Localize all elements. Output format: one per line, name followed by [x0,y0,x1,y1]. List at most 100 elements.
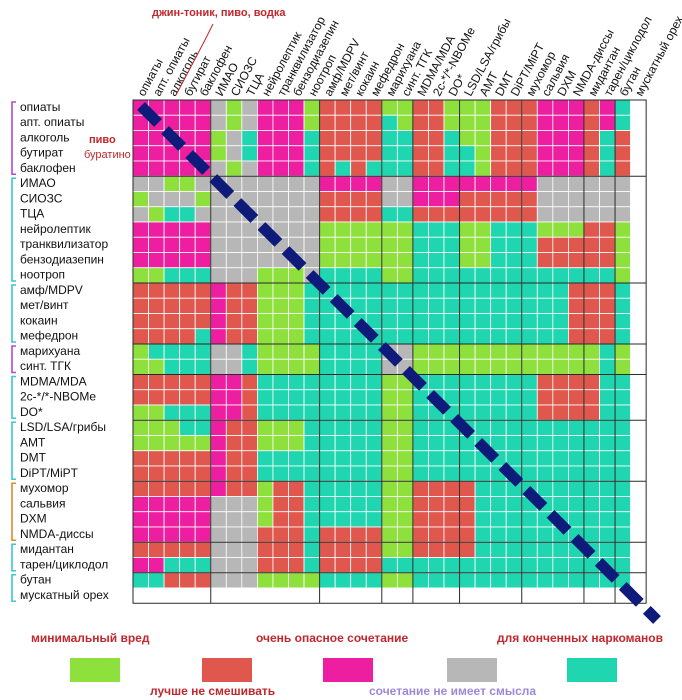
heatmap-cell [521,160,538,177]
heatmap-cell [428,175,445,192]
heatmap-cell [381,282,398,299]
heatmap-cell [365,191,383,208]
heatmap-cell [552,236,569,253]
heatmap-cell [225,328,243,345]
heatmap-cell [412,465,429,482]
heatmap-cell [428,236,445,253]
heatmap-cell [225,496,243,513]
heatmap-cell [132,191,149,208]
heatmap-cell [334,374,352,391]
heatmap-cell [256,99,274,116]
heatmap-cell [163,557,181,574]
heatmap-cell [614,221,631,238]
heatmap-cell [412,114,429,131]
heatmap-cell [599,130,616,147]
heatmap-cell [536,130,554,147]
heatmap-cell [505,267,523,284]
heatmap-cell [490,236,507,253]
heatmap-cell [241,297,258,314]
heatmap-cell [381,587,398,604]
heatmap-cell [521,297,538,314]
heatmap-cell [350,130,367,147]
heatmap-cell [194,175,212,192]
heatmap-cell [552,160,569,177]
heatmap-cell [241,465,258,482]
heatmap-cell [256,358,274,375]
heatmap-cell [288,389,305,406]
heatmap-cell [630,252,647,269]
heatmap-cell [179,236,196,253]
heatmap-cell [132,175,149,192]
heatmap-cell [303,435,320,452]
heatmap-cell [536,450,554,467]
heatmap-cell [381,160,398,177]
heatmap-cell [521,191,538,208]
row-label: мухомор [20,481,69,495]
heatmap-cell [272,389,289,406]
row-label: LSD/LSA/грибы [20,420,106,434]
heatmap-cell [148,130,165,147]
heatmap-cell [225,221,243,238]
heatmap-cell [365,358,383,375]
heatmap-cell [303,496,320,513]
heatmap-cell [412,175,429,192]
heatmap-cell [614,191,631,208]
heatmap-cell [163,404,181,421]
heatmap-cell [599,419,616,436]
heatmap-cell [396,99,414,116]
heatmap-cell [148,496,165,513]
heatmap-cell [225,160,243,177]
heatmap-cell [272,267,289,284]
heatmap-cell [319,541,336,558]
heatmap-cell [505,145,523,162]
heatmap-cell [334,511,352,528]
heatmap-cell [381,145,398,162]
heatmap-cell [443,435,460,452]
heatmap-cell [303,145,320,162]
heatmap-cell [194,99,212,116]
heatmap-cell [412,343,429,360]
heatmap-cell [303,526,320,543]
heatmap-cell [194,358,212,375]
heatmap-cell [630,160,647,177]
heatmap-cell [583,450,600,467]
heatmap-cell [490,252,507,269]
heatmap-cell [536,191,554,208]
heatmap-cell [381,419,398,436]
heatmap-cell [319,526,336,543]
heatmap-cell [428,572,445,589]
heatmap-cell [474,419,492,436]
heatmap-cell [412,404,429,421]
heatmap-cell [583,252,600,269]
heatmap-cell [614,267,631,284]
heatmap-cell [334,145,352,162]
heatmap-cell [443,496,460,513]
heatmap-cell [443,175,460,192]
heatmap-cell [490,175,507,192]
heatmap-cell [132,541,149,558]
heatmap-cell [163,480,181,497]
heatmap-cell [163,435,181,452]
heatmap-cell [241,572,258,589]
heatmap-cell [521,404,538,421]
heatmap-cell [552,358,569,375]
heatmap-cell [381,557,398,574]
heatmap-cell [459,114,476,131]
heatmap-cell [552,267,569,284]
heatmap-cell [210,419,227,436]
heatmap-cell [350,145,367,162]
heatmap-cell [163,252,181,269]
heatmap-cell [132,130,149,147]
heatmap-cell [132,236,149,253]
heatmap-cell [241,267,258,284]
heatmap-cell [365,541,383,558]
heatmap-cell [272,450,289,467]
heatmap-cell [474,267,492,284]
heatmap-cell [599,480,616,497]
heatmap-cell [132,526,149,543]
heatmap-cell [365,145,383,162]
heatmap-cell [288,206,305,223]
heatmap-cell [148,206,165,223]
heatmap-cell [288,465,305,482]
heatmap-cell [194,496,212,513]
